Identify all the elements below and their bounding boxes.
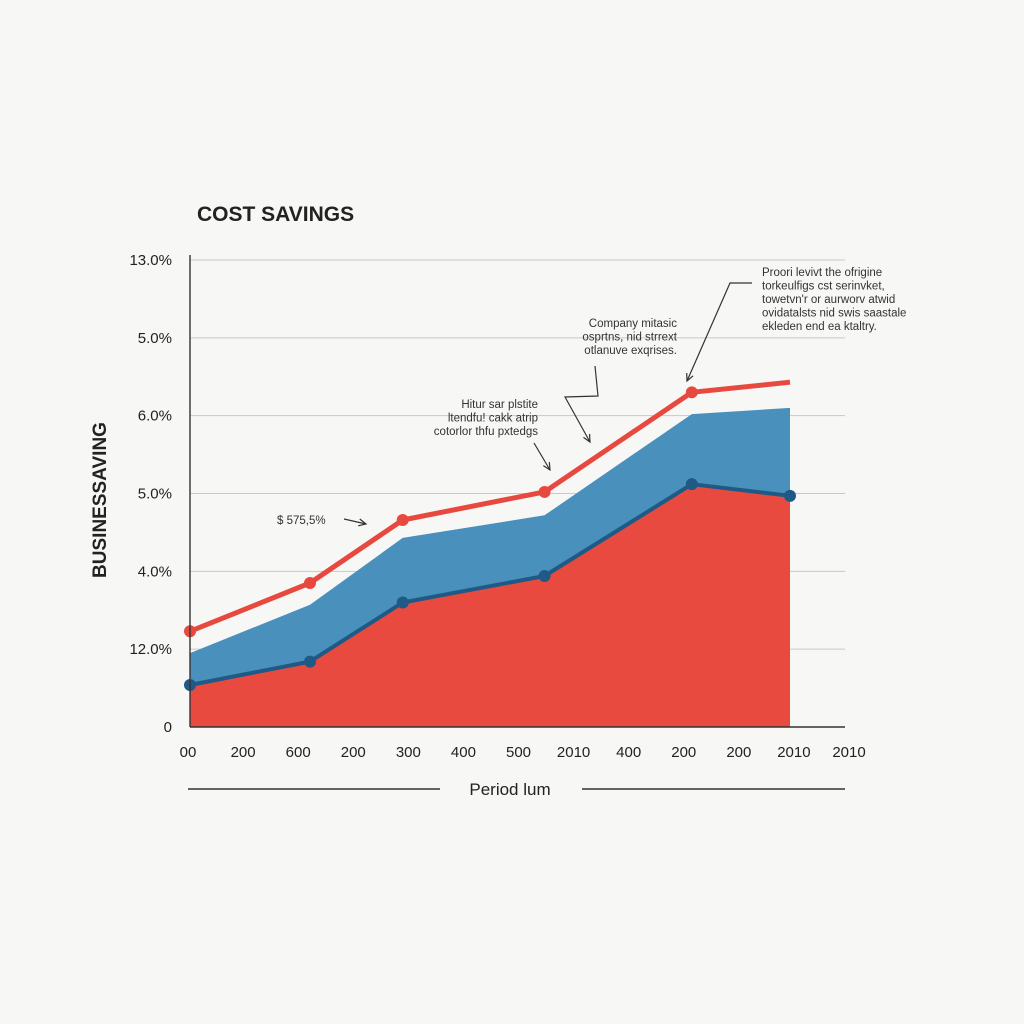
chart-title: COST SAVINGS — [197, 203, 354, 226]
annotation-text: $ 575,5% — [277, 515, 326, 527]
x-tick-label: 300 — [396, 744, 421, 761]
annotation-arrowhead — [686, 372, 694, 383]
annotation-arrowhead — [543, 461, 551, 472]
annotation-arrowhead — [583, 433, 591, 444]
data-point-lower — [304, 655, 316, 668]
tick-layer: 13.0%5.0%6.0%5.0%4.0%12.0%000 200 600 200 30… — [129, 252, 865, 761]
x-tick-label: 600 — [286, 744, 311, 761]
x-tick-label: 2010 — [777, 744, 810, 761]
annotation-text: ovidatalsts nid swis saastale — [762, 308, 906, 320]
annotation-text: Company mitasic — [589, 318, 677, 330]
x-axis-label: Period lum — [469, 780, 550, 799]
y-tick-label: 0 — [164, 719, 172, 736]
area-blue-band — [190, 407, 790, 685]
annotation-layer: $ 575,5% Hitur sar plstite ltendfu! cakk a… — [277, 267, 906, 527]
data-point-lower — [538, 570, 551, 583]
x-tick-label: 400 — [616, 744, 641, 761]
x-tick-label: 200 — [726, 744, 751, 761]
data-point-top — [685, 386, 698, 399]
x-tick-label: 00 — [180, 744, 197, 761]
annotation-arrow — [563, 365, 599, 443]
x-tick-label: 200 — [231, 744, 256, 761]
annotation-text: torkeulfigs cst serinvket, — [762, 281, 885, 293]
annotation-text: osprtns, nid strrext — [582, 332, 677, 344]
annotation-text: ekleden end ea ktaltry. — [762, 321, 877, 333]
data-point-lower — [784, 489, 796, 502]
y-tick-label: 5.0% — [138, 330, 172, 347]
annotation-text: cotorlor thfu pxtedgs — [434, 426, 538, 438]
y-axis-label: BUSINESSAVING — [90, 422, 111, 578]
data-point-lower — [396, 596, 409, 609]
annotation-text: Hitur sar plstite — [461, 399, 538, 411]
y-tick-label: 13.0% — [129, 252, 172, 269]
annotation-text: otlanuve exqrises. — [584, 345, 677, 357]
data-point-lower — [685, 478, 698, 491]
area-layer — [190, 407, 790, 727]
annotation-arrowhead — [358, 518, 368, 527]
data-point-top — [304, 577, 316, 590]
series-line-lower — [189, 482, 791, 687]
y-tick-label: 6.0% — [138, 408, 172, 425]
x-tick-label: 500 — [506, 744, 531, 761]
annotation-text: Proori levivt the ofrigine — [762, 267, 882, 279]
point-layer — [184, 386, 796, 691]
annotation-arrow — [533, 442, 551, 471]
axis-layer — [188, 255, 845, 790]
x-tick-label: 400 — [451, 744, 476, 761]
annotation-arrow — [343, 518, 367, 525]
x-tick-label: 2010 — [557, 744, 590, 761]
x-tick-label: 200 — [671, 744, 696, 761]
data-point-top — [538, 485, 551, 498]
annotation-text: ltendfu! cakk atrip — [448, 413, 538, 425]
x-tick-label: 200 — [341, 744, 366, 761]
y-tick-label: 12.0% — [129, 641, 172, 658]
area-red-fill — [190, 484, 790, 727]
data-point-top — [396, 513, 409, 526]
line-layer — [189, 379, 791, 687]
annotation-text: towetvn'r or aurworv atwid — [762, 294, 895, 306]
y-tick-label: 5.0% — [138, 486, 172, 503]
y-tick-label: 4.0% — [138, 563, 172, 580]
x-tick-label: 2010 — [832, 744, 865, 761]
series-line-top — [189, 379, 791, 634]
annotation-arrow — [686, 282, 752, 382]
